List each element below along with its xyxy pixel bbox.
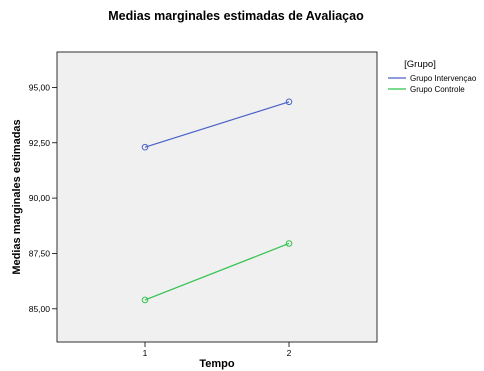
y-axis: 85,00 87,50 90,00 92,50 95,00 [29, 82, 57, 314]
legend: [Grupo] Grupo Intervençao Grupo Controle [388, 59, 477, 94]
legend-title: [Grupo] [404, 59, 436, 70]
series-layer [141, 98, 293, 304]
x-tick-label: 1 [143, 348, 148, 358]
series-line [144, 101, 290, 148]
y-tick-label: 85,00 [29, 304, 51, 314]
y-tick-label: 95,00 [29, 82, 51, 92]
x-tick-label: 2 [287, 348, 292, 358]
series-line [144, 242, 290, 301]
y-axis-label: Medias marginales estimadas [11, 119, 23, 274]
data-point [141, 296, 149, 304]
data-point [285, 240, 293, 247]
legend-label: Grupo Controle [410, 85, 465, 94]
data-point [141, 143, 149, 151]
chart-title: Medias marginales estimadas de Avaliaçao [108, 9, 364, 23]
plot-area [56, 51, 378, 343]
x-axis-label: Tempo [199, 358, 235, 370]
legend-label: Grupo Intervençao [410, 74, 477, 83]
y-tick-label: 87,50 [29, 248, 51, 258]
y-tick-label: 90,00 [29, 193, 51, 203]
data-point [285, 98, 293, 106]
y-tick-label: 92,50 [29, 138, 51, 148]
